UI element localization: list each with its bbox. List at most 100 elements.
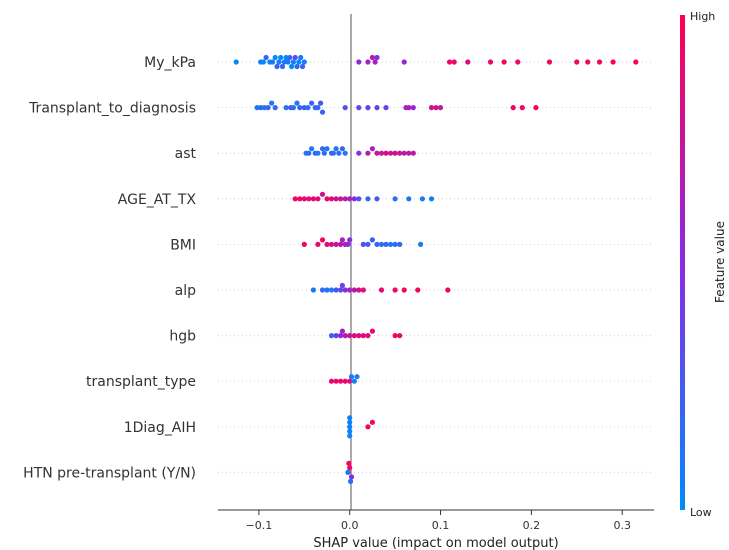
shap-point-my-kpa-26 — [372, 59, 378, 65]
shap-point-my-kpa-5 — [269, 59, 276, 65]
feature-label-my-kpa: My_kPa — [144, 55, 196, 71]
shap-point-alp-6 — [339, 282, 345, 289]
shap-point-transplant-to-diagnosis-6 — [283, 105, 289, 111]
shap-point-bmi-11 — [360, 241, 366, 247]
feature-label-htn-pre-transplant-y-n: HTN pre-transplant (Y/N) — [23, 465, 196, 481]
shap-point-ast-14 — [356, 150, 362, 156]
shap-point-hgb-6 — [351, 333, 357, 339]
shap-point-transplant-to-diagnosis-31 — [533, 105, 539, 111]
shap-point-ast-7 — [324, 146, 330, 152]
shap-point-transplant-to-diagnosis-1 — [258, 105, 264, 111]
shap-point-my-kpa-15 — [289, 63, 295, 70]
shap-point-ast-18 — [378, 150, 385, 156]
feature-label-ast: ast — [175, 146, 197, 162]
shap-point-age-at-tx-10 — [338, 196, 344, 202]
shap-point-ast-13 — [342, 150, 348, 156]
x-axis-ticks: −0.1 0.0 0.1 0.2 0.3 — [246, 510, 631, 532]
shap-point-transplant-to-diagnosis-29 — [510, 105, 516, 111]
shap-point-age-at-tx-15 — [365, 196, 371, 202]
shap-point-transplant-type-1 — [333, 378, 339, 384]
shap-point-my-kpa-34 — [515, 59, 521, 65]
shap-point-ast-4 — [315, 150, 321, 156]
feature-label-transplant-type: transplant_type — [86, 374, 196, 390]
shap-point-transplant-type-3 — [342, 378, 348, 384]
shap-point-age-at-tx-11 — [342, 196, 348, 202]
shap-point-ast-15 — [365, 150, 371, 156]
shap-point-transplant-to-diagnosis-2 — [261, 105, 267, 111]
shap-point-1diag-aih-3 — [347, 415, 353, 421]
shap-point-my-kpa-29 — [447, 59, 453, 65]
shap-point-bmi-0 — [301, 241, 307, 247]
shap-point-my-kpa-32 — [487, 59, 494, 65]
shap-point-age-at-tx-0 — [292, 196, 298, 202]
shap-point-my-kpa-16 — [290, 59, 296, 65]
shap-point-my-kpa-30 — [451, 59, 457, 65]
shap-point-bmi-18 — [392, 241, 398, 247]
shap-point-htn-pre-transplant-y-n-1 — [347, 465, 353, 471]
shap-point-ast-6 — [321, 150, 327, 156]
shap-point-my-kpa-18 — [294, 63, 300, 70]
shap-point-transplant-to-diagnosis-28 — [437, 105, 444, 111]
shap-point-my-kpa-24 — [365, 59, 371, 65]
shap-point-transplant-to-diagnosis-26 — [428, 105, 435, 111]
shap-point-my-kpa-19 — [296, 59, 302, 65]
shap-point-my-kpa-3 — [263, 54, 269, 61]
shap-point-age-at-tx-3 — [306, 196, 312, 202]
shap-point-ast-10 — [333, 146, 339, 152]
shap-point-alp-0 — [310, 287, 316, 293]
shap-point-alp-4 — [333, 287, 339, 293]
shap-point-1diag-aih-5 — [365, 424, 371, 430]
shap-point-my-kpa-27 — [374, 54, 380, 61]
shap-point-my-kpa-23 — [356, 59, 362, 65]
shap-point-transplant-type-6 — [351, 378, 357, 384]
shap-point-transplant-to-diagnosis-4 — [269, 100, 275, 106]
shap-point-transplant-to-diagnosis-27 — [433, 105, 439, 111]
x-tick-label-4: 0.3 — [613, 519, 631, 532]
shap-point-transplant-to-diagnosis-17 — [319, 109, 326, 115]
feature-label-transplant-to-diagnosis: Transplant_to_diagnosis — [28, 101, 196, 117]
shap-point-transplant-to-diagnosis-30 — [519, 105, 525, 111]
shap-point-alp-13 — [392, 287, 398, 293]
shap-point-alp-1 — [319, 287, 326, 293]
shap-point-transplant-to-diagnosis-12 — [305, 105, 311, 111]
shap-point-hgb-10 — [369, 328, 375, 334]
shap-point-my-kpa-14 — [287, 54, 293, 61]
shap-point-alp-2 — [324, 287, 330, 293]
shap-point-my-kpa-22 — [301, 59, 307, 65]
shap-point-alp-8 — [347, 287, 353, 293]
shap-point-my-kpa-7 — [274, 63, 280, 70]
colorbar — [680, 15, 685, 510]
shap-point-bmi-9 — [345, 241, 351, 247]
shap-point-age-at-tx-18 — [406, 196, 412, 202]
shap-point-alp-9 — [351, 287, 357, 293]
shap-point-my-kpa-40 — [633, 59, 639, 65]
shap-point-alp-5 — [338, 287, 344, 293]
shap-point-my-kpa-12 — [283, 54, 289, 61]
shap-point-my-kpa-6 — [272, 54, 278, 61]
shap-point-transplant-to-diagnosis-13 — [309, 100, 315, 106]
shap-point-my-kpa-2 — [260, 59, 266, 65]
shap-point-my-kpa-9 — [278, 54, 284, 61]
shap-point-transplant-to-diagnosis-16 — [318, 100, 324, 106]
shap-point-transplant-to-diagnosis-19 — [356, 105, 362, 111]
feature-label-hgb: hgb — [169, 329, 196, 345]
shap-point-ast-17 — [374, 150, 380, 156]
shap-point-transplant-to-diagnosis-21 — [374, 105, 380, 111]
shap-point-hgb-12 — [397, 333, 403, 339]
shap-point-transplant-type-7 — [354, 374, 360, 380]
shap-point-transplant-to-diagnosis-5 — [272, 105, 278, 111]
shap-point-transplant-type-2 — [338, 378, 344, 384]
shap-point-bmi-2 — [319, 237, 326, 243]
shap-point-my-kpa-31 — [465, 59, 471, 65]
shap-point-hgb-0 — [328, 333, 335, 339]
feature-label-bmi: BMI — [170, 237, 196, 253]
shap-point-my-kpa-39 — [610, 59, 616, 65]
shap-point-age-at-tx-12 — [347, 196, 353, 202]
shap-point-age-at-tx-4 — [310, 196, 316, 202]
shap-point-my-kpa-33 — [501, 59, 507, 65]
shap-point-transplant-to-diagnosis-10 — [297, 105, 303, 111]
shap-point-ast-24 — [406, 150, 412, 156]
shap-point-age-at-tx-20 — [428, 196, 435, 202]
